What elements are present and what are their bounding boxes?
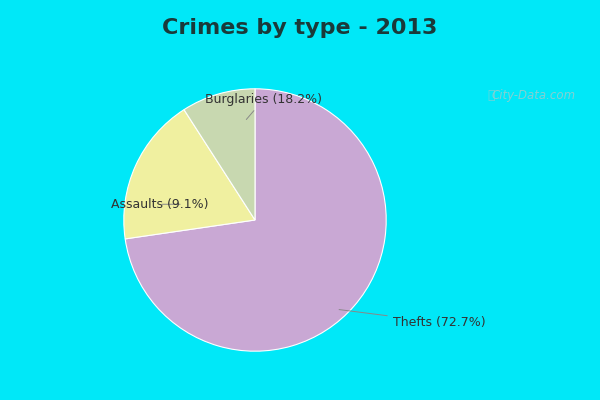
Text: Crimes by type - 2013: Crimes by type - 2013 bbox=[163, 18, 437, 38]
Text: City-Data.com: City-Data.com bbox=[492, 89, 576, 102]
Wedge shape bbox=[184, 89, 255, 220]
Wedge shape bbox=[125, 89, 386, 351]
Text: ⦿: ⦿ bbox=[487, 89, 495, 102]
Wedge shape bbox=[124, 110, 255, 239]
Text: Assaults (9.1%): Assaults (9.1%) bbox=[110, 198, 208, 211]
Text: Burglaries (18.2%): Burglaries (18.2%) bbox=[205, 93, 322, 120]
Text: Thefts (72.7%): Thefts (72.7%) bbox=[339, 310, 485, 329]
